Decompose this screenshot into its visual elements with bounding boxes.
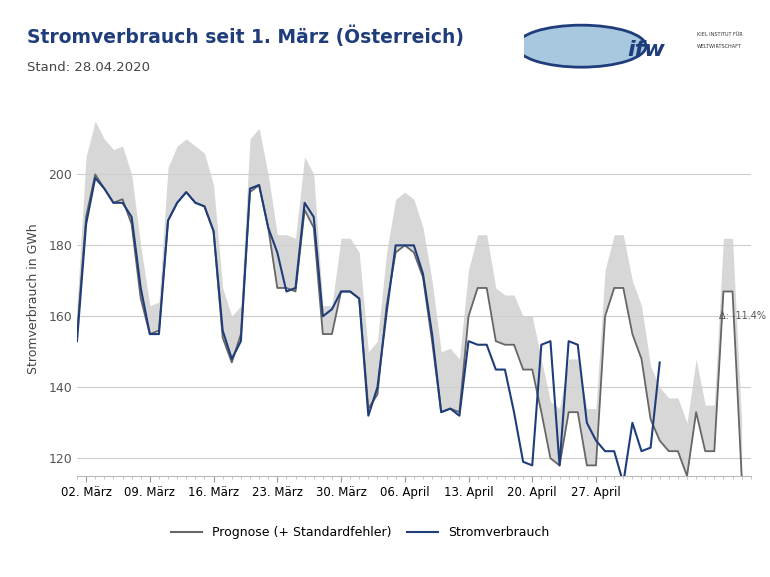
Text: Stromverbrauch seit 1. März (Österreich): Stromverbrauch seit 1. März (Österreich) bbox=[27, 26, 464, 47]
Text: KIEL INSTITUT FÜR: KIEL INSTITUT FÜR bbox=[697, 32, 742, 38]
Y-axis label: Stromverbrauch in GWh: Stromverbrauch in GWh bbox=[27, 223, 40, 374]
Text: ifw: ifw bbox=[628, 40, 665, 60]
Circle shape bbox=[517, 25, 646, 67]
Legend: Prognose (+ Standardfehler), Stromverbrauch: Prognose (+ Standardfehler), Stromverbra… bbox=[166, 521, 554, 544]
Text: Δ: -11.4%: Δ: -11.4% bbox=[719, 312, 766, 321]
Text: Quelle: entso-e, eigene Berechnungen.: Quelle: entso-e, eigene Berechnungen. bbox=[14, 545, 273, 557]
Text: Stand: 28.04.2020: Stand: 28.04.2020 bbox=[27, 61, 150, 74]
Text: WELTWIRTSCHAFT: WELTWIRTSCHAFT bbox=[697, 44, 742, 48]
Text: Datenmonitor Corona-Krise: Datenmonitor Corona-Krise bbox=[520, 544, 755, 559]
